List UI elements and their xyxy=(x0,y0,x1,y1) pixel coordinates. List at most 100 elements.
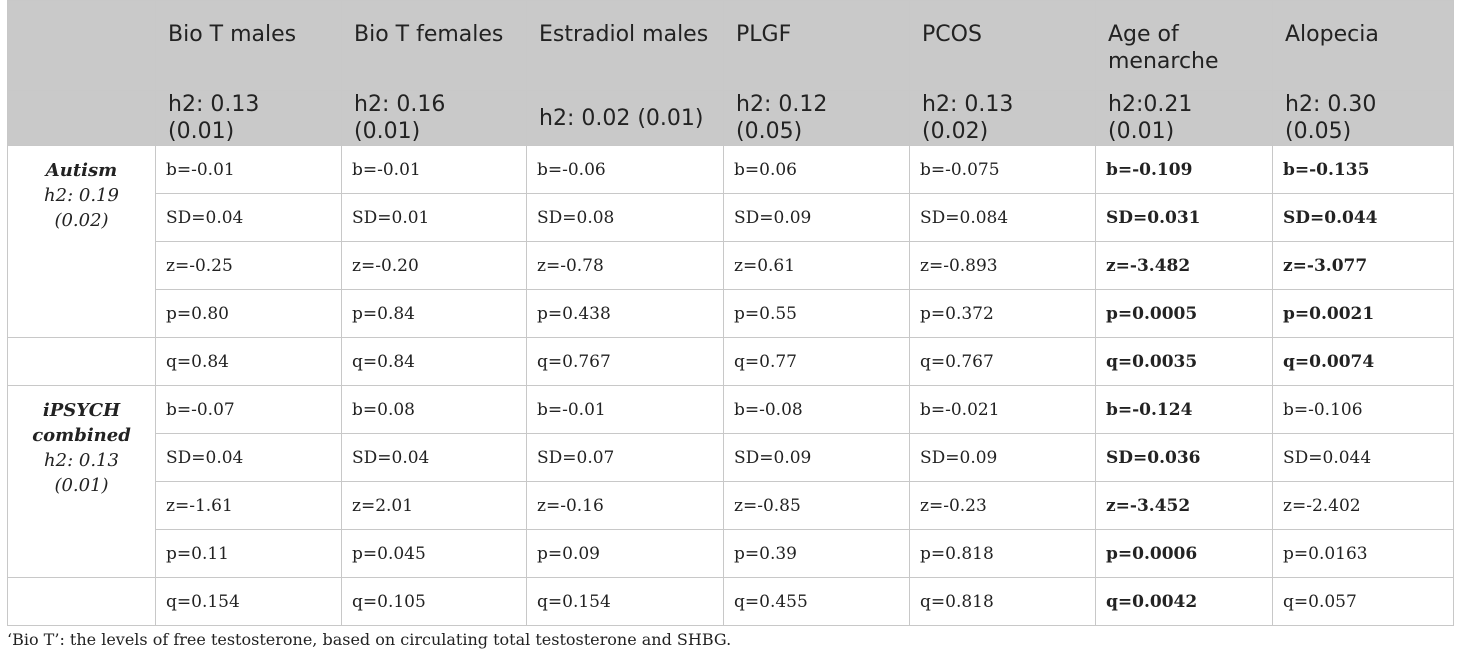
table-cell: b=-0.08 xyxy=(723,385,910,434)
table-cell: p=0.045 xyxy=(341,529,527,578)
table-cell: z=-0.85 xyxy=(723,481,910,530)
table-cell: q=0.0042 xyxy=(1095,577,1273,626)
table-cell: b=-0.01 xyxy=(526,385,724,434)
table-cell: SD=0.08 xyxy=(526,193,724,242)
table-cell: z=-0.25 xyxy=(155,241,342,290)
table-cell: p=0.11 xyxy=(155,529,342,578)
table-body: Autism h2: 0.19 (0.02) b=-0.01 b=-0.01 b=-0.0… xyxy=(7,145,1454,626)
table-cell: z=-0.893 xyxy=(909,241,1096,290)
table-row-q-value: q=0.154 q=0.105 q=0.154 q=0.455 q=0.818 q=0.0… xyxy=(7,577,1454,626)
table-row: Autism h2: 0.19 (0.02) b=-0.01 b=-0.01 b=-0.0… xyxy=(7,145,1454,338)
table-row: SD=0.04 SD=0.01 SD=0.08 SD=0.09 SD=0.084 SD=0… xyxy=(8,193,1454,242)
header-row-heritability: h2: 0.13 (0.01) h2: 0.16 (0.01) h2: 0.02 (… xyxy=(7,90,1454,146)
table-cell: b=0.06 xyxy=(723,145,910,194)
column-header-heritability: h2:0.21 (0.01) xyxy=(1095,90,1273,146)
table-cell: SD=0.04 xyxy=(155,433,342,482)
table-row: iPSYCH combined h2: 0.13 (0.01) b=-0.07 b=0.… xyxy=(7,385,1454,578)
column-header-heritability: h2: 0.13 (0.02) xyxy=(909,90,1096,146)
column-header-trait: Bio T males xyxy=(155,0,342,91)
table-cell: p=0.372 xyxy=(909,289,1096,338)
table-cell: z=-3.452 xyxy=(1095,481,1273,530)
table-cell: z=2.01 xyxy=(341,481,527,530)
table-cell: p=0.84 xyxy=(341,289,527,338)
table-cell: p=0.818 xyxy=(909,529,1096,578)
table-cell: q=0.84 xyxy=(341,337,527,386)
column-header-heritability: h2: 0.02 (0.01) xyxy=(526,90,724,146)
table-cell: q=0.0074 xyxy=(1272,337,1454,386)
table-cell: p=0.39 xyxy=(723,529,910,578)
column-header-trait: Age of menarche xyxy=(1095,0,1273,91)
table-cell: b=-0.01 xyxy=(341,145,527,194)
table-cell: q=0.767 xyxy=(909,337,1096,386)
table-cell: b=-0.135 xyxy=(1272,145,1454,194)
table-cell: b=-0.07 xyxy=(155,385,342,434)
table-cell: SD=0.07 xyxy=(526,433,724,482)
header-corner-cell-h2 xyxy=(7,90,156,146)
table-cell: SD=0.09 xyxy=(723,433,910,482)
table-row: z=-0.25 z=-0.20 z=-0.78 z=0.61 z=-0.893 z=-3.… xyxy=(8,241,1454,290)
table-cell: SD=0.04 xyxy=(341,433,527,482)
column-header-heritability: h2: 0.16 (0.01) xyxy=(341,90,527,146)
header-corner-cell xyxy=(7,0,156,91)
results-table: Bio T males Bio T females Estradiol males P… xyxy=(7,0,1454,626)
column-header-trait: PCOS xyxy=(909,0,1096,91)
table-row: p=0.11 p=0.045 p=0.09 p=0.39 p=0.818 p=0.0006… xyxy=(8,529,1454,578)
table-cell: SD=0.09 xyxy=(909,433,1096,482)
empty-label-cell xyxy=(7,577,156,626)
group-label-cell: Autism h2: 0.19 (0.02) xyxy=(7,145,156,338)
table-cell: z=-1.61 xyxy=(155,481,342,530)
table-cell: p=0.55 xyxy=(723,289,910,338)
column-header-heritability: h2: 0.12 (0.05) xyxy=(723,90,910,146)
table-cell: SD=0.031 xyxy=(1095,193,1273,242)
table-cell: p=0.0021 xyxy=(1272,289,1454,338)
group-heritability: h2: 0.19 xyxy=(44,185,119,206)
column-header-trait: Bio T females xyxy=(341,0,527,91)
empty-label-cell xyxy=(7,337,156,386)
group-heritability-se: (0.01) xyxy=(54,475,109,496)
table-cell: q=0.84 xyxy=(155,337,342,386)
group-label-cell: iPSYCH combined h2: 0.13 (0.01) xyxy=(7,385,156,578)
table-cell: SD=0.044 xyxy=(1272,433,1454,482)
table-row: SD=0.04 SD=0.04 SD=0.07 SD=0.09 SD=0.09 SD=0.… xyxy=(8,433,1454,482)
table-cell: p=0.0005 xyxy=(1095,289,1273,338)
group-name: Autism xyxy=(45,160,118,181)
table-cell: p=0.0006 xyxy=(1095,529,1273,578)
table-cell: z=-2.402 xyxy=(1272,481,1454,530)
group-heritability: h2: 0.13 xyxy=(44,450,119,471)
table-cell: SD=0.04 xyxy=(155,193,342,242)
results-table-container: Bio T males Bio T females Estradiol males P… xyxy=(7,0,1454,626)
column-header-trait: Alopecia xyxy=(1272,0,1454,91)
table-cell: z=-3.482 xyxy=(1095,241,1273,290)
table-cell: q=0.154 xyxy=(155,577,342,626)
table-cell: b=-0.109 xyxy=(1095,145,1273,194)
column-header-heritability: h2: 0.30 (0.05) xyxy=(1272,90,1454,146)
table-cell: q=0.057 xyxy=(1272,577,1454,626)
table-cell: q=0.455 xyxy=(723,577,910,626)
table-cell: b=-0.124 xyxy=(1095,385,1273,434)
table-cell: b=-0.075 xyxy=(909,145,1096,194)
table-cell: q=0.77 xyxy=(723,337,910,386)
table-cell: z=-0.20 xyxy=(341,241,527,290)
group-heritability-se: (0.02) xyxy=(54,210,109,231)
table-cell: b=-0.01 xyxy=(155,145,342,194)
table-cell: b=0.08 xyxy=(341,385,527,434)
table-cell: b=-0.106 xyxy=(1272,385,1454,434)
table-cell: p=0.80 xyxy=(155,289,342,338)
table-cell: z=-3.077 xyxy=(1272,241,1454,290)
table-row-q-value: q=0.84 q=0.84 q=0.767 q=0.77 q=0.767 q=0.0035… xyxy=(7,337,1454,386)
table-cell: q=0.154 xyxy=(526,577,724,626)
table-cell: z=-0.23 xyxy=(909,481,1096,530)
table-cell: q=0.105 xyxy=(341,577,527,626)
table-cell: z=0.61 xyxy=(723,241,910,290)
table-cell: q=0.767 xyxy=(526,337,724,386)
table-cell: p=0.0163 xyxy=(1272,529,1454,578)
column-header-heritability: h2: 0.13 (0.01) xyxy=(155,90,342,146)
table-cell: SD=0.01 xyxy=(341,193,527,242)
column-header-trait: Estradiol males xyxy=(526,0,724,91)
table-cell: z=-0.16 xyxy=(526,481,724,530)
group-name: iPSYCH combined xyxy=(32,400,131,446)
table-cell: b=-0.021 xyxy=(909,385,1096,434)
table-cell: SD=0.09 xyxy=(723,193,910,242)
table-row: z=-1.61 z=2.01 z=-0.16 z=-0.85 z=-0.23 z=-3.4… xyxy=(8,481,1454,530)
table-cell: SD=0.084 xyxy=(909,193,1096,242)
